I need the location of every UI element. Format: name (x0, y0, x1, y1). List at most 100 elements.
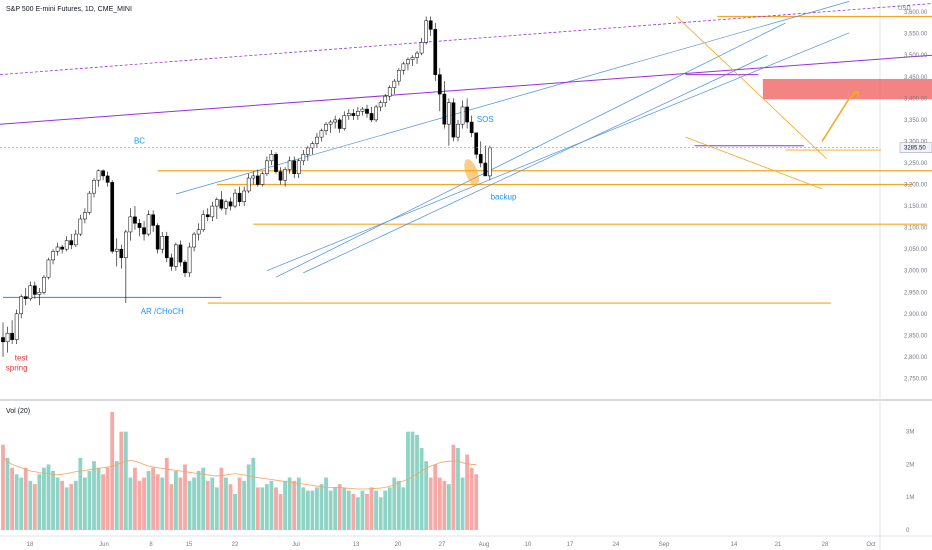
symbol-title[interactable]: S&P 500 E-mini Futures, 1D, CME_MINI (6, 6, 132, 13)
volume-bar (442, 480, 447, 530)
candle-up (315, 136, 319, 144)
volume-bar (14, 474, 19, 530)
volume-bar (437, 477, 442, 530)
candle-up (42, 276, 46, 293)
candle-down (183, 261, 187, 274)
volume-bar (433, 464, 438, 530)
candle-down (155, 225, 160, 250)
candle-down (478, 154, 483, 164)
candle-down (255, 175, 260, 185)
candle-up (460, 106, 465, 125)
candle-down (33, 285, 37, 295)
candle-up (374, 106, 378, 121)
annotation-label: spring (6, 364, 28, 373)
volume-bar (151, 467, 156, 530)
candle-up (233, 192, 237, 207)
candle-up (401, 63, 406, 71)
candle-up (424, 20, 428, 43)
volume-title[interactable]: Vol (20) (6, 408, 31, 415)
volume-bar (324, 477, 328, 530)
candle-up (215, 199, 219, 207)
candle-down (219, 199, 224, 209)
volume-bar (201, 467, 206, 530)
candle-up (287, 160, 292, 170)
candle-down (351, 113, 356, 116)
candle-down (164, 235, 169, 259)
volume-bar (114, 461, 119, 530)
candle-down (292, 160, 297, 175)
volume-bar (246, 464, 251, 530)
volume-bar (51, 471, 55, 530)
channel-line (275, 22, 786, 278)
candle-up (456, 123, 460, 138)
channel-line (303, 54, 768, 274)
price-tick-label: 2,800.00 (904, 355, 928, 361)
price-tick-label: 3,150.00 (904, 204, 928, 210)
volume-bar (164, 457, 169, 530)
volume-bar (219, 467, 224, 530)
volume-bar (365, 493, 369, 530)
time-tick-label: 8 (149, 542, 153, 548)
projection-arrowhead (852, 90, 860, 99)
volume-bar (96, 467, 101, 530)
time-tick-label: 10 (525, 542, 532, 548)
volume-bar (128, 477, 133, 530)
volume-bar (392, 477, 397, 530)
candle-down (465, 106, 469, 123)
time-tick-label: Oct (866, 542, 876, 548)
candle-up (73, 233, 78, 246)
volume-bar (142, 477, 146, 530)
candle-up (378, 102, 383, 108)
candle-down (228, 201, 233, 207)
volume-bar (228, 484, 233, 530)
volume-bar (155, 474, 160, 530)
candle-down (169, 257, 174, 267)
volume-bar (69, 484, 74, 530)
candle-down (337, 119, 342, 129)
candle-up (128, 216, 133, 233)
candle-down (237, 192, 242, 203)
volume-bar (319, 484, 324, 530)
candle-up (410, 57, 415, 60)
volume-bar (333, 487, 338, 530)
purple-dashed-trendline (0, 3, 932, 76)
candle-up (201, 214, 206, 231)
volume-tick-label: 2M (906, 462, 914, 468)
price-tick-label: 3,200.00 (904, 183, 928, 189)
volume-bar (465, 454, 469, 530)
candle-down (365, 108, 369, 114)
volume-bar (92, 461, 96, 530)
axes-layer: 3,600.00 3,550.00 3,500.00 3,450.00 3,400.00… (0, 10, 932, 548)
volume-bar (410, 431, 415, 530)
volume-bar (360, 490, 365, 530)
volume-bar (287, 477, 292, 530)
volume-bar (315, 487, 319, 530)
price-tick-label: 3,550.00 (904, 32, 928, 38)
price-tick-label: 3,100.00 (904, 226, 928, 232)
volume-bar (137, 480, 142, 530)
candle-up (265, 160, 269, 175)
projection-arrow (821, 91, 859, 142)
candle-up (5, 332, 10, 343)
volume-bar (10, 467, 14, 530)
volume-bar (224, 477, 228, 530)
candle-up (192, 233, 196, 248)
volume-bar (146, 471, 151, 530)
candle-up (46, 259, 51, 278)
volume-bar (1, 444, 5, 530)
candle-up (392, 80, 397, 88)
volume-bar (351, 493, 356, 530)
volume-bar (28, 480, 33, 530)
volume-bar (133, 467, 137, 530)
time-tick-label: 17 (567, 542, 574, 548)
annotation-label: BC (134, 137, 145, 146)
volume-bar (383, 490, 388, 530)
volume-bar (283, 480, 287, 530)
volume-bar (274, 487, 278, 530)
candle-up (346, 113, 351, 116)
volume-bar (337, 484, 342, 530)
volume-bar (419, 448, 424, 530)
volume-bar (356, 497, 360, 530)
